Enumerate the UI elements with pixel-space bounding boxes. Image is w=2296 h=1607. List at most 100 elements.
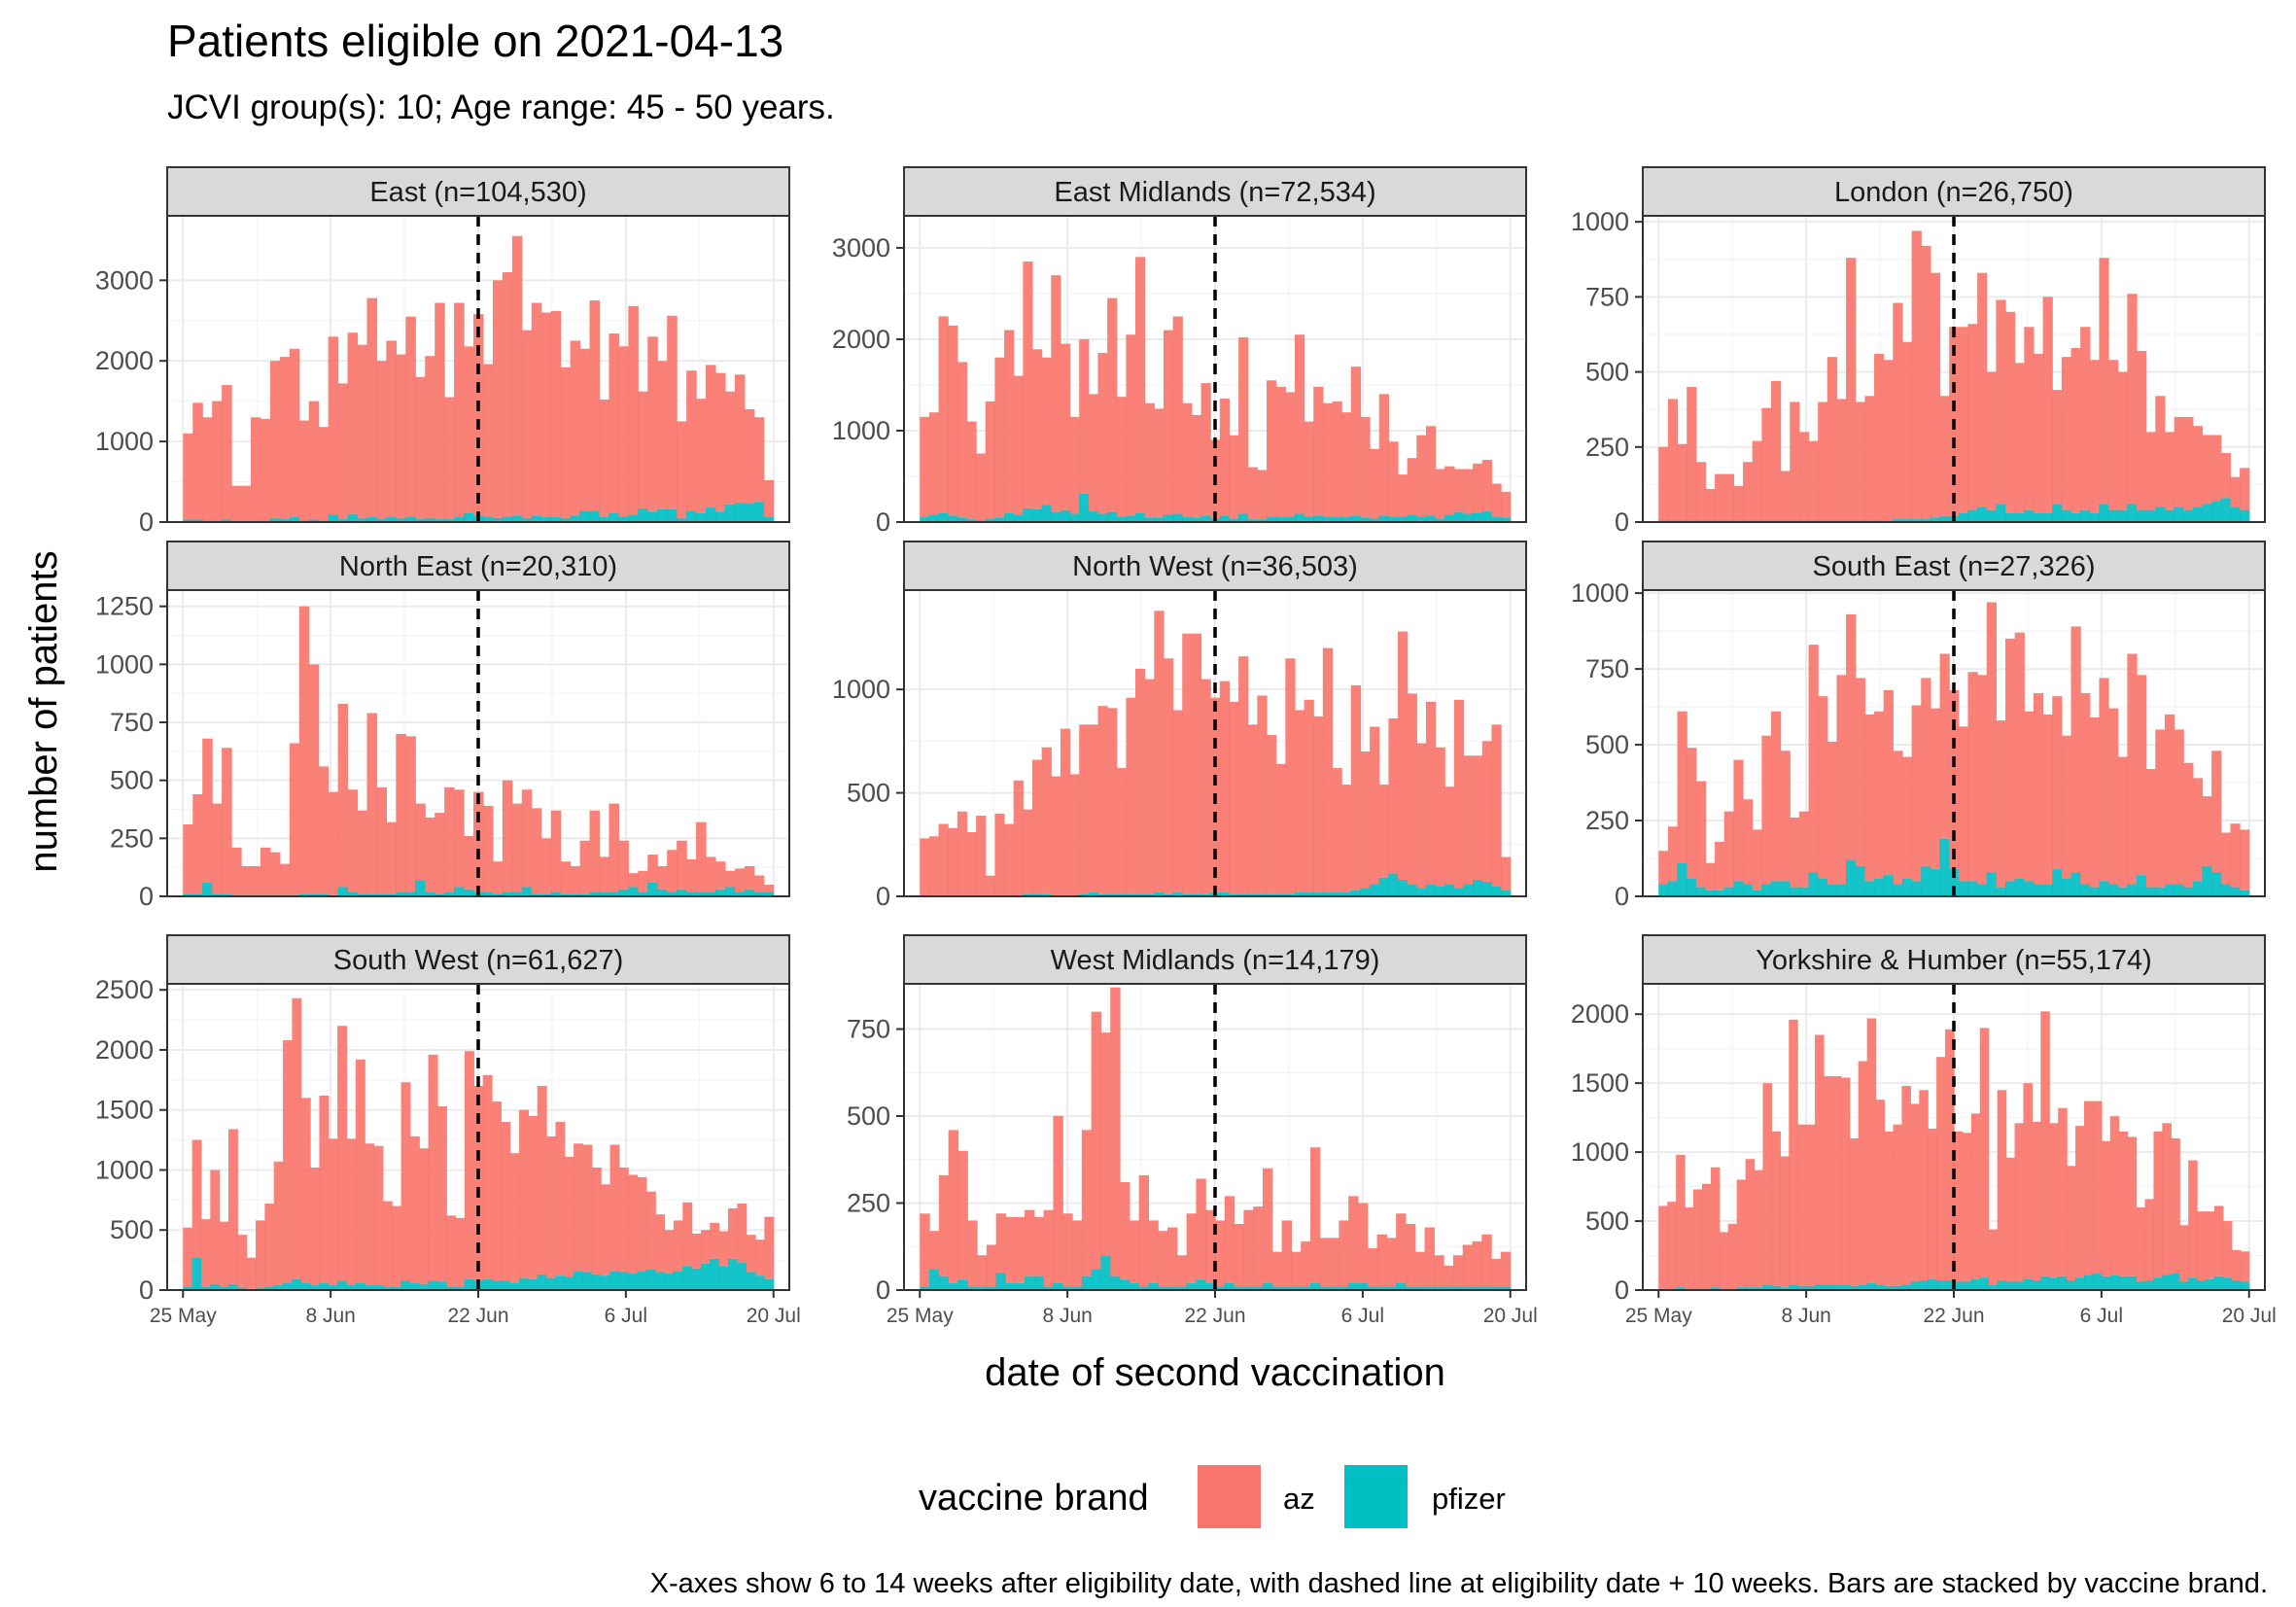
- facet-strip: [903, 541, 1527, 591]
- bar-pfizer: [938, 1275, 950, 1290]
- bar-pfizer: [191, 1257, 202, 1290]
- bar-pfizer: [1360, 517, 1371, 522]
- bar-pfizer: [1243, 1286, 1254, 1290]
- bar-pfizer: [2014, 512, 2025, 522]
- facet-strip-label: West Midlands (n=14,179): [1051, 945, 1380, 976]
- chart-caption: X-axes show 6 to 14 weeks after eligibil…: [650, 1568, 2268, 1599]
- bar-az: [1996, 299, 2006, 505]
- bar-az: [1247, 724, 1258, 894]
- bar-pfizer: [744, 889, 755, 896]
- bar-az: [2070, 626, 2081, 873]
- bar-az: [511, 235, 523, 516]
- bar-az: [212, 803, 223, 894]
- bar-az: [1658, 851, 1669, 885]
- bar-pfizer: [183, 893, 193, 896]
- bar-pfizer: [1818, 878, 1828, 896]
- bar-pfizer: [2118, 1275, 2129, 1290]
- bar-az: [1129, 1220, 1140, 1283]
- bar-pfizer: [415, 518, 426, 522]
- bar-pfizer: [1996, 887, 2006, 896]
- bar-pfizer: [599, 517, 610, 522]
- bar-az: [1836, 399, 1847, 521]
- bar-az: [1357, 1203, 1369, 1283]
- bar-az: [328, 1138, 338, 1286]
- bar-az: [1309, 1147, 1321, 1283]
- bar-az: [618, 346, 629, 517]
- bar-pfizer: [1341, 891, 1352, 896]
- x-tick-label: 8 Jun: [305, 1305, 355, 1327]
- bar-pfizer: [1033, 1275, 1045, 1290]
- bar-az: [1229, 435, 1239, 519]
- bar-pfizer: [1294, 891, 1305, 896]
- bar-az: [2049, 1123, 2059, 1278]
- bar-pfizer: [269, 517, 281, 522]
- bar-az: [1780, 471, 1791, 521]
- bar-az: [419, 1148, 430, 1284]
- x-tick-label: 25 May: [887, 1305, 954, 1327]
- bar-pfizer: [1736, 1287, 1747, 1290]
- bar-az: [1743, 799, 1754, 885]
- y-tick-label: 500: [847, 779, 890, 808]
- bar-az: [977, 1255, 988, 1287]
- bar-az: [764, 1216, 775, 1279]
- bar-pfizer: [2171, 1273, 2180, 1290]
- bar-az: [2192, 426, 2204, 507]
- bar-az: [202, 417, 213, 521]
- bar-pfizer: [444, 891, 455, 896]
- bar-az: [540, 838, 552, 894]
- bar-az: [1285, 392, 1296, 517]
- bar-pfizer: [1158, 1286, 1168, 1290]
- bar-az: [250, 417, 261, 521]
- bar-az: [1719, 1232, 1729, 1289]
- bar-pfizer: [1875, 1284, 1886, 1290]
- bar-az: [269, 361, 281, 518]
- bar-pfizer: [1798, 887, 1810, 896]
- bar-az: [1234, 1223, 1244, 1287]
- bar-pfizer: [511, 515, 523, 522]
- bar-pfizer: [1031, 508, 1043, 522]
- bar-az: [1396, 1213, 1407, 1283]
- bar-az: [1967, 672, 1978, 882]
- bar-pfizer: [289, 517, 300, 522]
- bar-pfizer: [1322, 516, 1334, 522]
- facet-strip: [166, 166, 790, 217]
- bar-az: [1780, 751, 1791, 882]
- bar-az: [1350, 684, 1362, 891]
- bar-pfizer: [1762, 1284, 1773, 1290]
- bar-az: [1977, 675, 1988, 885]
- bar-az: [1780, 1156, 1790, 1288]
- bar-az: [1313, 716, 1324, 892]
- bar-pfizer: [2164, 509, 2175, 522]
- y-tick-label: 0: [1615, 507, 1629, 537]
- bar-pfizer: [318, 893, 330, 896]
- bar-az: [1332, 768, 1342, 892]
- bar-az: [1319, 1238, 1331, 1287]
- bar-az: [560, 367, 572, 518]
- bar-az: [392, 1205, 402, 1287]
- bar-az: [696, 399, 707, 513]
- bar-az: [509, 1153, 520, 1283]
- bar-pfizer: [1945, 1280, 1955, 1290]
- bar-pfizer: [337, 518, 349, 522]
- bar-pfizer: [337, 887, 349, 896]
- bar-pfizer: [2061, 509, 2072, 522]
- bar-az: [609, 333, 619, 513]
- bar-az: [2206, 1211, 2215, 1279]
- bar-pfizer: [1780, 1287, 1790, 1290]
- bar-az: [2174, 416, 2184, 507]
- bar-az: [564, 1156, 574, 1277]
- bar-az: [2042, 297, 2053, 513]
- bar-pfizer: [1988, 1284, 1999, 1290]
- bar-az: [1727, 1223, 1738, 1289]
- x-tick-label: 22 Jun: [1923, 1305, 1984, 1327]
- bar-pfizer: [686, 510, 697, 522]
- bar-az: [1687, 748, 1697, 879]
- bar-az: [1304, 699, 1314, 892]
- bar-pfizer: [696, 891, 707, 896]
- bar-pfizer: [1043, 1286, 1055, 1290]
- bar-pfizer: [283, 1282, 294, 1290]
- facet-panel: London (n=26,750) 0 250 500 750 1000: [1571, 166, 2266, 537]
- facet-strip: [1642, 541, 2266, 591]
- bar-pfizer: [948, 515, 958, 522]
- bar-pfizer: [1167, 1286, 1178, 1290]
